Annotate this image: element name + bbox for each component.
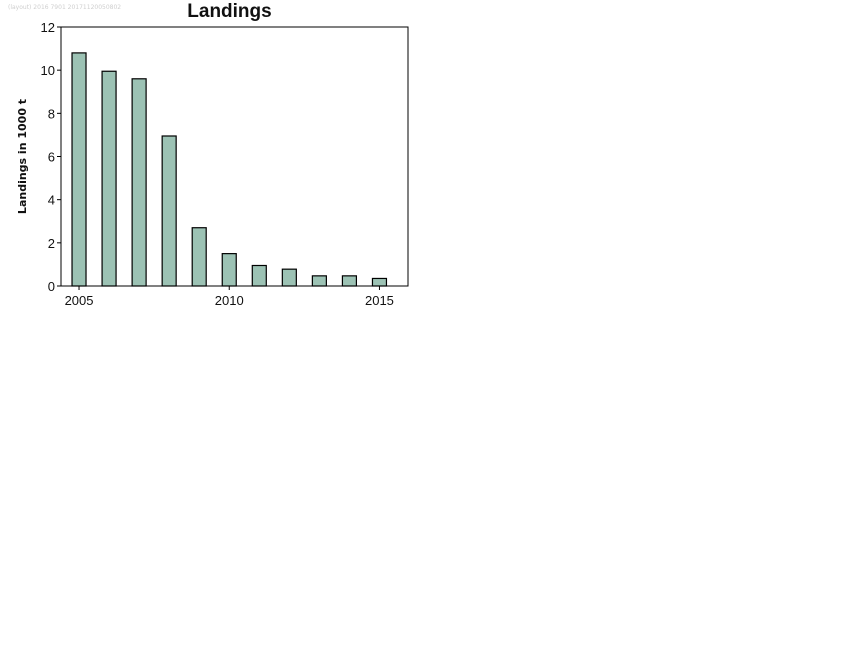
x-tick-label-2005: 2005 [65, 293, 94, 308]
y-tick-label-0: 0 [48, 279, 55, 294]
bar-2014 [341, 275, 358, 287]
y-tick-label-2: 2 [48, 236, 55, 251]
y-tick-label-4: 4 [48, 193, 55, 208]
bar-2013 [311, 275, 327, 287]
bar-2007 [131, 78, 147, 287]
y-tick-label-10: 10 [41, 63, 55, 78]
y-tick-label-6: 6 [48, 150, 55, 165]
bar-2006 [101, 70, 117, 287]
bar-2011 [251, 264, 267, 287]
bar-2009 [191, 227, 207, 287]
bar-2012 [281, 268, 297, 287]
x-axis: 2005 2010 2015 [65, 286, 394, 308]
watermark: (layout) 2016 7901 20171120050802 [8, 4, 122, 11]
y-tick-label-8: 8 [48, 106, 55, 121]
chart-title: Landings [187, 1, 271, 22]
bar-2008 [161, 135, 177, 287]
x-tick-label-2015: 2015 [365, 293, 394, 308]
y-tick-label-12: 12 [41, 20, 55, 35]
y-axis: 0 2 4 6 8 10 12 [41, 20, 61, 294]
y-axis-label: Landings in 1000 t [16, 99, 29, 214]
x-tick-label-2010: 2010 [215, 293, 244, 308]
bars-group [71, 52, 388, 287]
bar-2015 [371, 277, 388, 287]
bar-2005 [71, 52, 87, 287]
bar-2010 [221, 253, 237, 287]
